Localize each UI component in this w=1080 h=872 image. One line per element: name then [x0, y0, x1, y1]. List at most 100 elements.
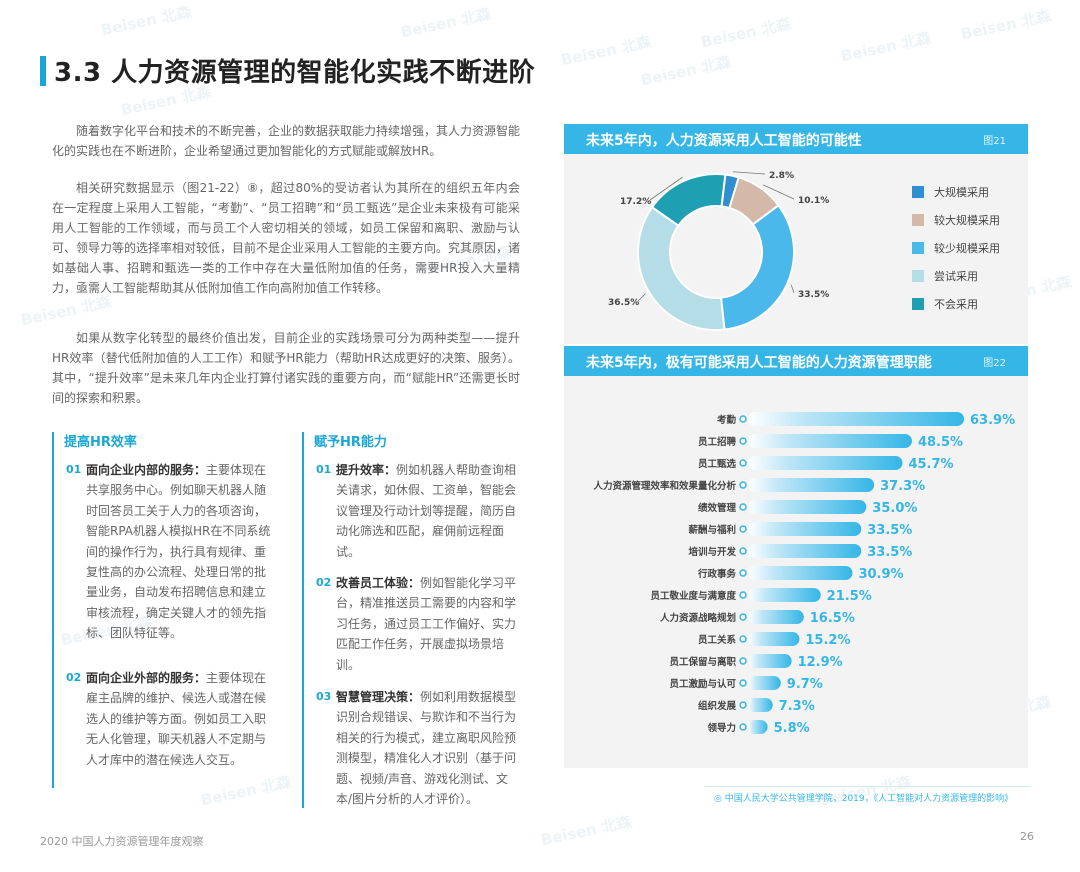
legend-label: 大规模采用	[934, 186, 989, 199]
legend-swatch	[912, 214, 924, 226]
legend-label: 尝试采用	[934, 270, 978, 283]
bar-6	[748, 522, 862, 536]
bar-value-label: 21.5%	[827, 589, 872, 604]
fig22-number: 图22	[983, 358, 1006, 369]
col2-border	[302, 432, 304, 808]
bar-value-label: 37.3%	[880, 479, 925, 494]
bar-category-label: 领导力	[707, 722, 736, 734]
donut-leader-line	[762, 184, 795, 200]
legend-swatch	[912, 298, 924, 310]
col1-border	[52, 432, 54, 788]
title-accent-bar	[40, 56, 46, 86]
bar-category-label: 人力资源战略规划	[660, 612, 736, 624]
bar-category-label: 薪酬与福利	[688, 524, 736, 536]
watermark-text: Beisen 北森	[539, 812, 633, 850]
bar-marker	[739, 503, 747, 511]
bar-value-label: 33.5%	[867, 545, 912, 560]
donut-slice-5	[650, 173, 727, 227]
bar-marker	[739, 657, 747, 665]
bar-marker	[739, 437, 747, 445]
fig21-title: 未来5年内，人力资源采用人工智能的可能性	[586, 133, 862, 149]
col1-heading: 提高HR效率	[64, 435, 137, 450]
bar-category-label: 员工招聘	[698, 436, 737, 448]
legend-swatch	[912, 242, 924, 254]
donut-slice-4	[637, 205, 726, 331]
item-number: 02	[66, 671, 82, 684]
bar-8	[748, 566, 853, 580]
donut-leader-line	[649, 176, 683, 201]
item-lead: 提升效率：	[336, 463, 397, 477]
col2-heading: 赋予HR能力	[314, 435, 387, 450]
body-paragraph-1: 随着数字化平台和技术的不断完善，企业的数据获取能力持续增强，其人力资源智能化的实…	[52, 124, 521, 158]
legend-swatch	[912, 270, 924, 282]
bar-chart: 考勤 63.9% 员工招聘 48.5% 员工甄选 45.7% 人力资源管理效率和效果量化分析…	[593, 412, 1015, 736]
watermark-text: Beisen 北森	[959, 6, 1053, 44]
watermark-text: Beisen 北森	[699, 14, 793, 52]
fig21-banner: 未来5年内，人力资源采用人工智能的可能性 图21	[564, 124, 1028, 154]
bar-category-label: 员工关系	[698, 634, 737, 646]
donut-slice-3	[719, 203, 795, 331]
bar-marker	[739, 723, 747, 731]
bar-marker	[739, 481, 747, 489]
bar-category-label: 考勤	[717, 414, 737, 426]
bar-category-label: 人力资源管理效率和效果量化分析	[593, 480, 736, 492]
item-number: 03	[316, 690, 332, 703]
page-title: 3.3 人力资源管理的智能化实践不断进阶	[54, 58, 536, 88]
bar-marker	[739, 415, 747, 423]
item-text: 例如机器人帮助查询相关请求，如休假、工资单，智能会议管理及行动计划等提醒，简历自…	[336, 463, 517, 559]
donut-data-label: 2.8%	[769, 171, 794, 181]
bar-value-label: 33.5%	[867, 523, 912, 538]
donut-data-label: 10.1%	[798, 196, 829, 206]
col1-item-2: 02 面向企业外部的服务：主要体现在雇主品牌的维护、候选人或潜在候选人的维护等方…	[66, 668, 272, 770]
bar-marker	[739, 635, 747, 643]
item-lead: 改善员工体验：	[336, 576, 421, 590]
bar-13	[748, 676, 781, 690]
bar-marker	[739, 569, 747, 577]
watermark-text: Beisen 北森	[99, 2, 193, 40]
bar-marker	[739, 525, 747, 533]
source-divider	[705, 786, 1030, 787]
watermark-text: Beisen 北森	[199, 772, 293, 810]
watermark-text: Beisen 北森	[559, 32, 653, 70]
bar-15	[748, 720, 768, 734]
bar-value-label: 45.7%	[908, 457, 953, 472]
bar-category-label: 组织发展	[698, 700, 737, 712]
bar-marker	[739, 591, 747, 599]
legend-label: 较少规模采用	[934, 242, 1000, 255]
item-text: 例如智能化学习平台，精准推送员工需要的内容和学习任务，通过员工工作偏好、实力匹配…	[336, 576, 517, 672]
donut-leader-line	[790, 284, 795, 294]
bar-value-label: 15.2%	[805, 633, 850, 648]
page-number: 26	[1020, 830, 1034, 843]
bar-category-label: 员工甄选	[698, 458, 737, 470]
bar-marker	[739, 701, 747, 709]
bar-category-label: 绩效管理	[698, 502, 737, 514]
bar-marker	[739, 613, 747, 621]
bar-value-label: 48.5%	[918, 435, 963, 450]
body-paragraph-2: 相关研究数据显示（图21-22）⑧，超过80%的受访者认为其所在的组织五年内会在…	[52, 181, 521, 295]
item-lead: 面向企业外部的服务：	[86, 671, 207, 685]
item-text: 主要体现在共享服务中心。例如聊天机器人随时回答员工关于人力的各项咨询，智能RPA…	[86, 463, 271, 641]
donut-data-label: 36.5%	[608, 298, 639, 308]
donut-chart: 2.8% 10.1% 33.5% 36.5% 17.2%	[608, 171, 829, 331]
donut-leader-line	[732, 171, 766, 175]
watermark-text: Beisen 北森	[399, 4, 493, 42]
watermark-text: Beisen 北森	[839, 28, 933, 66]
bar-value-label: 12.9%	[798, 655, 843, 670]
item-lead: 面向企业内部的服务：	[86, 463, 207, 477]
donut-leader-line	[637, 293, 646, 302]
bar-value-label: 35.0%	[872, 501, 917, 516]
bar-12	[748, 654, 792, 668]
bar-2	[748, 434, 912, 448]
legend-label: 较大规模采用	[934, 214, 1000, 227]
fig21-number: 图21	[983, 136, 1006, 147]
col2-item-3: 03 智慧管理决策：例如利用数据模型识别合规错误、与欺诈和不当行为相关的行为模式…	[316, 687, 522, 809]
bar-14	[748, 698, 773, 712]
donut-data-label: 33.5%	[798, 290, 829, 300]
bar-7	[748, 544, 862, 558]
bar-category-label: 员工保留与离职	[669, 656, 736, 668]
bar-category-label: 员工敬业度与满意度	[650, 590, 736, 602]
source-note: ◎ 中国人民大学公共管理学院，2019，《人工智能对人力资源管理的影响》	[714, 794, 1014, 804]
col2-item-1: 01 提升效率：例如机器人帮助查询相关请求，如休假、工资单，智能会议管理及行动计…	[316, 460, 522, 562]
legend-swatch	[912, 186, 924, 198]
bar-4	[748, 478, 875, 492]
